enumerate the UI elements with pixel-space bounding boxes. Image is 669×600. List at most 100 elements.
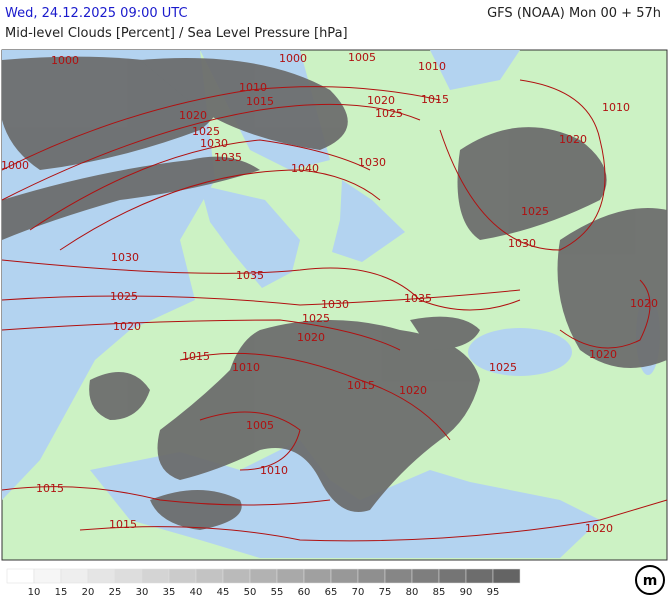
isobar-label: 1010 [260, 464, 288, 477]
isobar [179, 352, 451, 441]
legend-label: 35 [163, 587, 176, 598]
isobar-label: 1010 [602, 101, 630, 114]
legend-label: 70 [352, 587, 365, 598]
legend-label: 85 [433, 587, 446, 598]
legend-label: 80 [406, 587, 419, 598]
isobar-label: 1015 [347, 379, 375, 392]
cloud-area [557, 208, 667, 368]
isobar [1, 319, 401, 351]
isobar-label: 1020 [297, 331, 325, 344]
north-sea [200, 185, 300, 288]
isobar-label: 1000 [51, 54, 79, 67]
legend-label: 95 [487, 587, 500, 598]
isobar-label: 1015 [36, 482, 64, 495]
isobar [559, 279, 651, 349]
model-run: GFS (NOAA) Mon 00 + 57h [487, 6, 661, 21]
isobar-label: 1025 [302, 312, 330, 325]
datetime: Wed, 24.12.2025 09:00 UTC [5, 6, 188, 21]
isobar-label: 1005 [246, 419, 274, 432]
isobar [1, 103, 421, 201]
legend-swatch [384, 568, 413, 584]
isobar-label: 1015 [109, 518, 137, 531]
legend-swatch [195, 568, 224, 584]
map-title: Mid-level Clouds [Percent] / Sea Level P… [5, 26, 348, 41]
isobar-label: 1015 [246, 95, 274, 108]
isobar-label: 1025 [110, 290, 138, 303]
isobar-label: 1030 [358, 156, 386, 169]
cloud-area [410, 316, 480, 350]
isobar-label: 1025 [489, 361, 517, 374]
isobar-label: 1000 [1, 159, 29, 172]
isobar [1, 259, 521, 311]
legend-label: 55 [271, 587, 284, 598]
isobar-label: 1005 [348, 51, 376, 64]
legend-swatch [87, 568, 116, 584]
cloud-area [457, 127, 607, 240]
legend-label: 10 [28, 587, 41, 598]
arctic-sea [430, 50, 520, 90]
legend-swatch [114, 568, 143, 584]
isobar [1, 86, 441, 171]
isobar-label: 1015 [182, 350, 210, 363]
legend-label: 50 [244, 587, 257, 598]
logo [635, 565, 665, 595]
isobar-label: 1010 [239, 81, 267, 94]
legend-label: 15 [55, 587, 68, 598]
cloud-area [2, 156, 260, 240]
isobar-label: 1010 [418, 60, 446, 73]
isobar-label: 1030 [200, 137, 228, 150]
legend-swatch [357, 568, 386, 584]
isobar-label: 1025 [375, 107, 403, 120]
legend-swatch [168, 568, 197, 584]
cloud-area [157, 320, 480, 512]
isobar [439, 79, 606, 251]
isobar-label: 1035 [404, 292, 432, 305]
isobar-label: 1020 [585, 522, 613, 535]
legend-swatch [222, 568, 251, 584]
legend-swatch [33, 568, 62, 584]
black-sea [468, 328, 572, 376]
isobar-label: 1010 [232, 361, 260, 374]
cloud-area [2, 56, 220, 170]
legend-label: 60 [298, 587, 311, 598]
legend-swatch [438, 568, 467, 584]
legend-label: 30 [136, 587, 149, 598]
isobar-label: 1020 [630, 297, 658, 310]
isobar [59, 169, 381, 251]
isobar-label: 1030 [321, 298, 349, 311]
isobar-label: 1020 [113, 320, 141, 333]
legend-swatch [249, 568, 278, 584]
isobar [29, 139, 371, 231]
isobar [1, 289, 521, 306]
legend-swatch [60, 568, 89, 584]
legend-swatch [6, 568, 35, 584]
legend-label: 25 [109, 587, 122, 598]
isobar [1, 486, 331, 506]
baltic-sea [332, 180, 405, 262]
isobar-label: 1020 [559, 133, 587, 146]
legend-swatch [411, 568, 440, 584]
isobar-label: 1035 [214, 151, 242, 164]
legend-label: 65 [325, 587, 338, 598]
logo-mark: m [643, 573, 658, 589]
legend-swatch [330, 568, 359, 584]
legend-label: 75 [379, 587, 392, 598]
legend-swatch [276, 568, 305, 584]
legend-label: 20 [82, 587, 95, 598]
legend-swatch [465, 568, 494, 584]
cloud-area [89, 372, 150, 420]
isobar-label: 1040 [291, 162, 319, 175]
cloud-area [150, 490, 242, 530]
isobar-label: 1025 [521, 205, 549, 218]
clouds [2, 56, 667, 530]
isobar-labels: 1000 1000 10051010101510101015102010201025… [1, 51, 658, 535]
cloud-area [140, 58, 348, 150]
legend: 10 15 20 25 30 35 40 45 50 55 60 65 70 75 80 85 90 95 [6, 568, 521, 598]
legend-swatch [303, 568, 332, 584]
legend-swatch [141, 568, 170, 584]
isobar-label: 1035 [236, 269, 264, 282]
isobar-label: 1025 [192, 125, 220, 138]
isobar-label: 1020 [179, 109, 207, 122]
legend-label: 40 [190, 587, 203, 598]
